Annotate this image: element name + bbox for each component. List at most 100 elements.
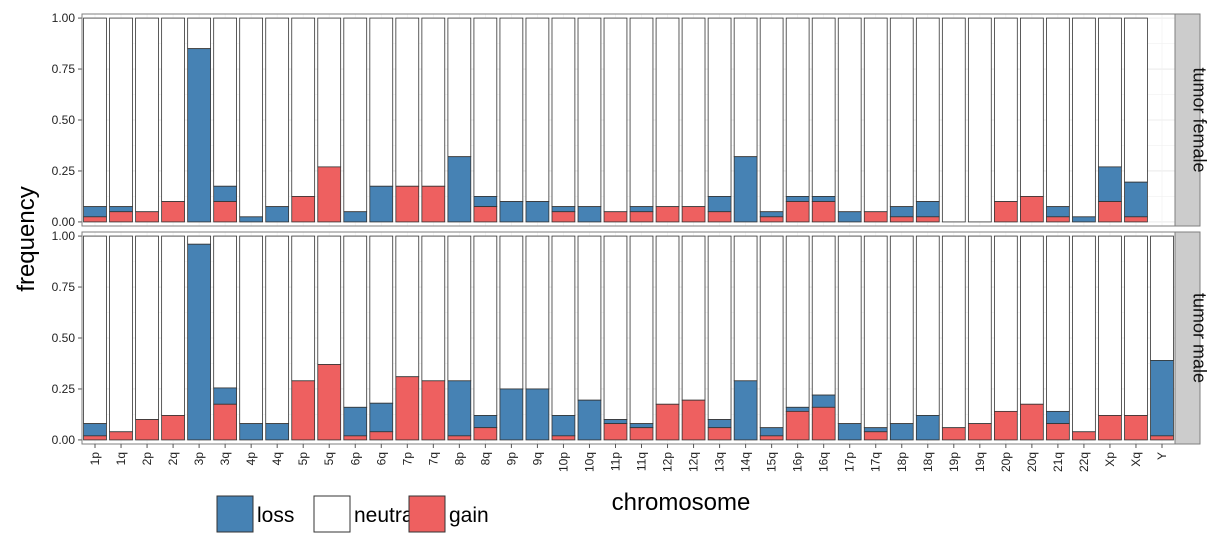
bar-12q (681, 17, 706, 223)
bar-segment-neutral (525, 17, 550, 202)
bar-segment-loss (265, 423, 290, 441)
bar-segment-loss (707, 419, 732, 429)
bar-9p (499, 235, 524, 441)
bar-segment-loss (213, 185, 237, 202)
bar-11p (603, 235, 628, 441)
bar-segment-neutral (941, 235, 966, 429)
panel-1: 0.00 0.25 0.50 0.75 1.00 tumor female (52, 11, 1210, 229)
bar-8p (447, 235, 472, 441)
bar-segment-gain (551, 435, 576, 441)
bar-segment-neutral (421, 17, 446, 187)
bar-segment-loss (785, 406, 810, 412)
bar-segment-gain (1098, 415, 1122, 441)
bar-segment-gain (421, 185, 446, 223)
bar-segment-neutral (1150, 235, 1174, 361)
x-tick-label: 22q (1077, 452, 1091, 472)
x-tick-label: 1p (88, 452, 102, 466)
bar-segment-neutral (239, 17, 264, 218)
bar-7q (421, 17, 446, 223)
x-tick-label: 7q (426, 452, 440, 465)
bar-segment-loss (109, 206, 133, 213)
bar-segment-gain (447, 435, 472, 441)
bar-segment-neutral (135, 17, 159, 213)
bar-segment-neutral (733, 17, 758, 158)
legend-swatch (313, 495, 351, 533)
bar-segment-loss (1098, 166, 1122, 202)
bar-segment-neutral (499, 235, 524, 390)
bar-14q (733, 17, 758, 223)
x-tick-label: 20q (1025, 452, 1039, 472)
bar-segment-loss (473, 415, 498, 429)
bar-21q (1046, 17, 1070, 223)
bar-Xq (1124, 235, 1148, 441)
bar-segment-loss (499, 388, 524, 441)
bar-segment-gain (629, 427, 654, 441)
bar-15q (759, 235, 784, 441)
bar-4q (265, 17, 290, 223)
bar-segment-neutral (655, 17, 680, 208)
bar-segment-neutral (1098, 17, 1122, 168)
bar-7p (395, 17, 420, 223)
bar-18p (889, 235, 914, 441)
legend-swatch (408, 495, 446, 533)
bar-segment-neutral (707, 17, 732, 197)
bar-16q (811, 235, 836, 441)
bar-segment-loss (863, 427, 888, 433)
bar-segment-gain (317, 166, 342, 223)
bar-segment-neutral (265, 235, 290, 425)
bar-segment-neutral (473, 17, 498, 197)
x-axis-title: chromosome (612, 489, 751, 516)
bar-segment-neutral (317, 235, 342, 365)
bar-5p (291, 17, 316, 223)
x-tick-label: 14q (739, 452, 753, 472)
bar-segment-gain (681, 206, 706, 223)
bar-5q (317, 235, 342, 441)
x-tick-label: 19q (973, 452, 987, 472)
bar-segment-loss (811, 394, 836, 408)
x-tick-label: Xp (1103, 452, 1117, 467)
bar-segment-gain (551, 211, 576, 223)
legend: loss neutral gain (216, 495, 489, 533)
bar-segment-loss (525, 388, 550, 441)
y-tick-label: 0.75 (52, 62, 76, 76)
bar-segment-neutral (83, 235, 107, 425)
panel-2: 0.00 0.25 0.50 0.75 1.00 tumor male (52, 229, 1210, 447)
bar-segment-loss (733, 380, 758, 441)
bar-19q (967, 17, 992, 223)
bar-22q (1072, 235, 1096, 441)
bar-20q (1020, 17, 1044, 223)
bar-segment-gain (1098, 201, 1122, 223)
bar-segment-neutral (473, 235, 498, 416)
bar-17q (863, 235, 888, 441)
bar-segment-loss (629, 206, 654, 213)
bar-8q (473, 235, 498, 441)
x-tick-label: 12q (687, 452, 701, 472)
bar-2q (161, 17, 185, 223)
bar-2q (161, 235, 185, 441)
bar-segment-neutral (369, 17, 394, 187)
bar-Xp (1098, 235, 1122, 441)
legend-item-loss: loss (216, 495, 294, 533)
bar-segment-gain (655, 403, 680, 441)
bar-16q (811, 17, 836, 223)
bar-4p (239, 235, 264, 441)
bar-1p (83, 17, 107, 223)
bar-segment-gain (291, 380, 316, 441)
x-tick-label: 9q (530, 452, 544, 465)
bar-15q (759, 17, 784, 223)
bar-segment-neutral (239, 235, 264, 425)
bar-segment-neutral (681, 235, 706, 401)
bar-segment-loss (499, 201, 524, 223)
bar-segment-gain (603, 211, 628, 223)
bar-segment-loss (889, 423, 914, 441)
bar-segment-gain (1150, 435, 1174, 441)
bar-segment-loss (551, 415, 576, 437)
bar-segment-gain (629, 211, 654, 223)
x-axis: 1p 1q 2p 2q 3p 3q 4p 4q 5p 5q 6p 6q 7p 7q 8p 8q 9p 9q 10p 1… (88, 444, 1169, 472)
bar-segment-gain (1072, 431, 1096, 441)
bar-segment-loss (1072, 216, 1096, 223)
bar-12p (655, 17, 680, 223)
bar-segment-loss (447, 156, 472, 223)
bar-segment-gain (681, 399, 706, 441)
bar-17q (863, 17, 888, 223)
